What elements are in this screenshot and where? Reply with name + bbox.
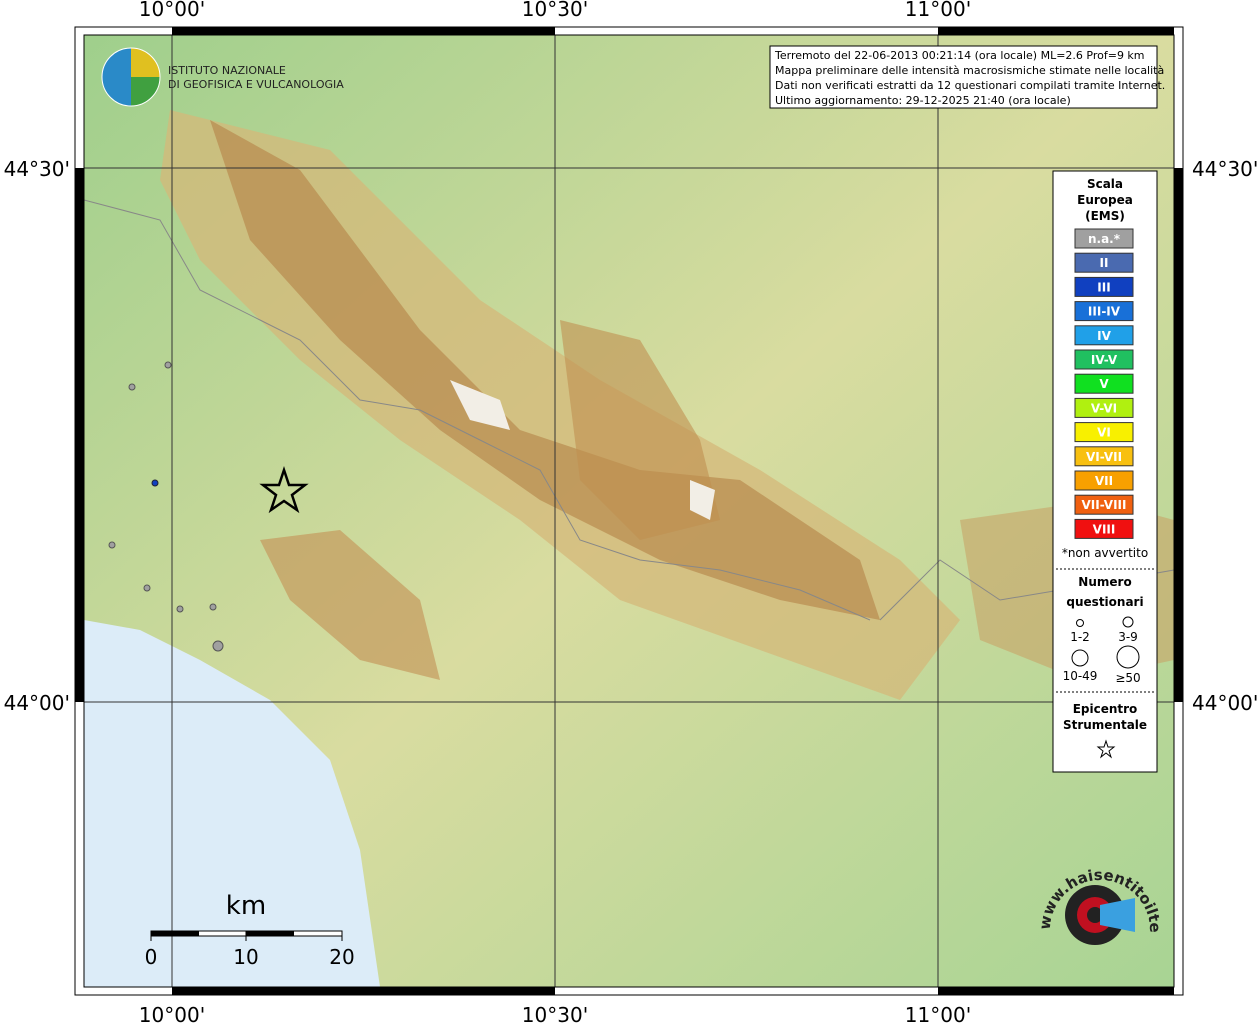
legend-title: (EMS) <box>1085 209 1125 223</box>
legend-class: n.a.* <box>1088 232 1121 246</box>
epicenter-title: Epicentro <box>1073 702 1138 716</box>
logo-text: ISTITUTO NAZIONALE <box>168 64 286 77</box>
legend-swatch <box>1074 325 1134 346</box>
info-line: Dati non verificati estratti da 12 quest… <box>775 79 1165 92</box>
info-box: Terremoto del 22-06-2013 00:21:14 (ora l… <box>769 45 1165 109</box>
count-title: questionari <box>1066 595 1143 609</box>
legend-class: VI <box>1097 426 1111 440</box>
legend-title: Europea <box>1077 193 1133 207</box>
legend-swatch <box>1074 446 1134 467</box>
legend-note: *non avvertito <box>1062 546 1148 560</box>
legend-class: VI-VII <box>1086 450 1122 464</box>
info-line: Mappa preliminare delle intensità macros… <box>775 64 1164 77</box>
count-class: ≥50 <box>1115 671 1140 685</box>
legend-swatch <box>1074 228 1134 249</box>
legend-class: IV <box>1097 329 1111 343</box>
scale-tick: 0 <box>145 945 158 969</box>
legend-class: IV-V <box>1091 353 1118 367</box>
legend-swatch <box>1074 373 1134 394</box>
count-title: Numero <box>1078 575 1131 589</box>
frame <box>74 26 1184 996</box>
graticule <box>84 35 1174 987</box>
scale-bar: km 0 10 20 <box>145 891 355 969</box>
legend-swatch <box>1074 470 1134 491</box>
bottom-label: 11°00' <box>905 1003 971 1024</box>
legend-class: III-IV <box>1088 305 1121 319</box>
legend-swatch <box>1074 422 1134 443</box>
axis-labels: 10°00' 10°30' 11°00' 10°00' 10°30' 11°00… <box>4 0 1257 1024</box>
legend-swatch <box>1074 494 1134 515</box>
top-label: 10°00' <box>139 0 205 21</box>
legend-class: VII <box>1095 474 1113 488</box>
terrain <box>84 35 1174 987</box>
top-label: 11°00' <box>905 0 971 21</box>
legend-swatch <box>1074 349 1134 370</box>
info-line: Terremoto del 22-06-2013 00:21:14 (ora l… <box>774 49 1145 62</box>
top-label: 10°30' <box>522 0 588 21</box>
legend-swatch <box>1074 252 1134 273</box>
legend-swatch <box>1074 301 1134 322</box>
legend-class: III <box>1097 280 1110 294</box>
legend-swatch <box>1074 276 1134 297</box>
left-label: 44°30' <box>4 157 70 181</box>
legend: Scala Europea (EMS) *non avvertito Numer… <box>1052 170 1158 773</box>
right-label: 44°00' <box>1192 691 1257 715</box>
bottom-label: 10°00' <box>139 1003 205 1024</box>
legend-class: V-VI <box>1091 401 1117 415</box>
scale-tick: 20 <box>329 945 354 969</box>
legend-class: VIII <box>1093 522 1116 536</box>
bottom-label: 10°30' <box>522 1003 588 1024</box>
right-label: 44°30' <box>1192 157 1257 181</box>
legend-title: Scala <box>1087 177 1123 191</box>
legend-class: II <box>1100 256 1109 270</box>
legend-class: V <box>1099 377 1109 391</box>
info-line: Ultimo aggiornamento: 29-12-2025 21:40 (… <box>775 94 1071 107</box>
count-class: 3-9 <box>1118 630 1138 644</box>
legend-class: VII-VIII <box>1081 498 1126 512</box>
scale-tick: 10 <box>233 945 258 969</box>
legend-swatch <box>1074 397 1134 418</box>
count-class: 1-2 <box>1070 630 1090 644</box>
epicenter-title: Strumentale <box>1063 718 1147 732</box>
logo-text: DI GEOFISICA E VULCANOLOGIA <box>168 78 344 91</box>
observations <box>108 361 224 652</box>
legend-swatch <box>1074 518 1134 539</box>
count-class: 10-49 <box>1063 669 1098 683</box>
left-label: 44°00' <box>4 691 70 715</box>
ingv-logo: ISTITUTO NAZIONALE DI GEOFISICA E VULCAN… <box>101 47 344 107</box>
scale-unit: km <box>226 891 266 921</box>
epicenter <box>259 466 309 514</box>
